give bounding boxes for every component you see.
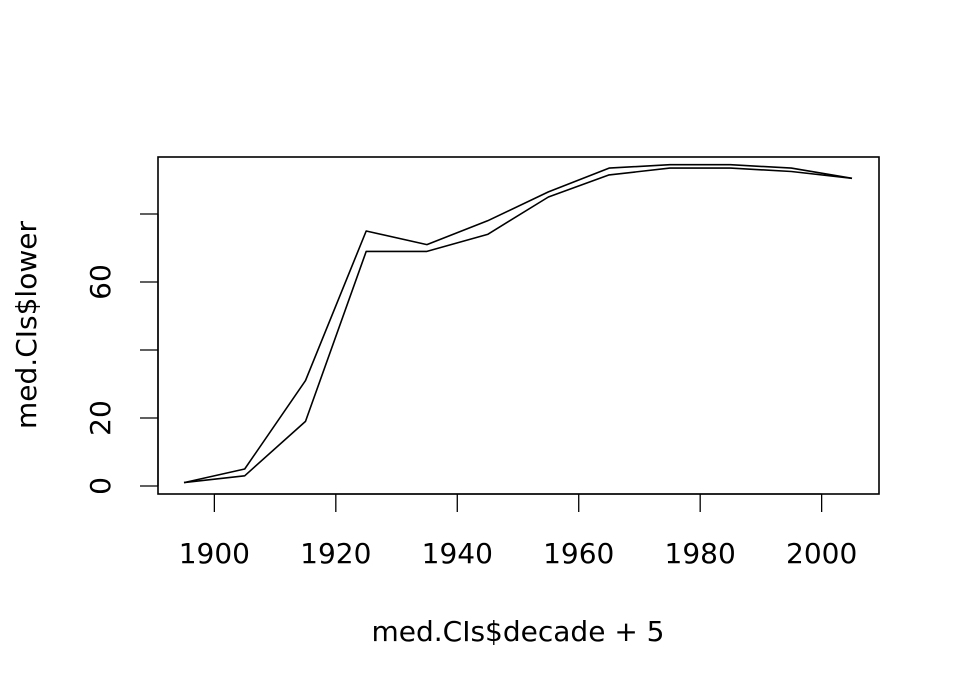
x-axis: 1900 1920 1940 1960 1980 2000: [179, 493, 857, 570]
x-tick-label: 1940: [422, 537, 493, 570]
y-axis: 0 20 60: [84, 213, 159, 495]
x-tick-label: 1900: [179, 537, 250, 570]
x-tick-label: 2000: [786, 537, 857, 570]
series-line-1: [183, 167, 853, 484]
x-tick-label: 1960: [543, 537, 614, 570]
x-tick-label: 1980: [665, 537, 736, 570]
plot-frame: [157, 156, 880, 495]
y-tick-label: 20: [84, 400, 117, 436]
x-axis-title: med.CIs$decade + 5: [371, 615, 664, 648]
series-layer: [183, 163, 853, 484]
y-axis-title: med.CIs$lower: [10, 221, 43, 429]
y-tick-label: 0: [84, 477, 117, 495]
y-tick-label: 60: [84, 264, 117, 300]
series-line-2: [183, 163, 853, 484]
x-tick-label: 1920: [300, 537, 371, 570]
